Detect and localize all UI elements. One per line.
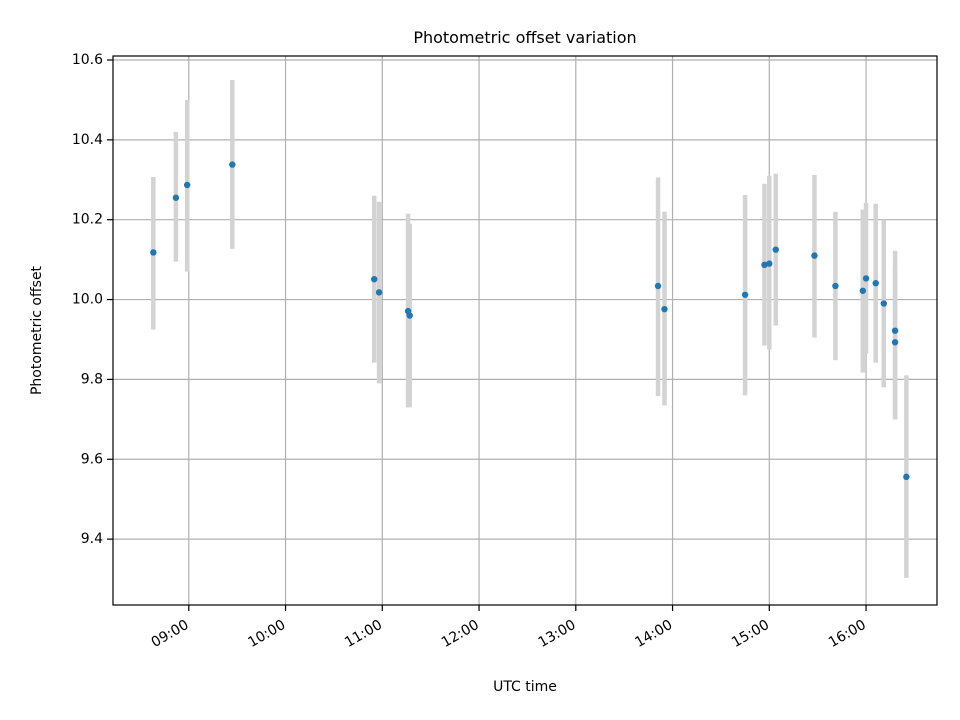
data-point — [880, 300, 887, 307]
plot-frame — [112, 55, 938, 606]
data-point — [150, 249, 157, 256]
y-axis-ticks: 9.4 9.6 9.8 10.0 10.2 10.4 10.6 — [72, 52, 113, 547]
data-point — [891, 339, 899, 346]
data-point — [811, 252, 818, 259]
data-point — [375, 289, 383, 296]
y-tick-label: 10.0 — [72, 292, 103, 308]
data-point — [761, 261, 768, 269]
chart-title: Photometric offset variation — [413, 28, 636, 47]
data-point — [371, 275, 378, 283]
y-tick-label: 9.6 — [81, 451, 103, 467]
y-tick-label: 10.2 — [72, 212, 103, 228]
grid — [113, 56, 937, 605]
y-tick-label: 10.6 — [72, 52, 103, 68]
data-point — [903, 473, 910, 481]
data-point — [654, 282, 662, 290]
data-point — [741, 291, 749, 298]
x-axis-label: UTC time — [493, 679, 557, 695]
y-tick-label: 9.4 — [81, 531, 103, 547]
y-tick-label: 9.8 — [81, 371, 103, 387]
data-point — [859, 287, 867, 294]
data-point — [661, 305, 668, 313]
data-point — [172, 194, 180, 201]
data-point — [183, 181, 191, 189]
data-point — [406, 312, 413, 319]
data-point — [766, 260, 773, 267]
data-points — [150, 161, 910, 481]
data-point — [229, 161, 236, 168]
data-point — [772, 246, 779, 253]
data-point — [832, 282, 839, 290]
data-point — [891, 327, 899, 334]
data-point — [872, 279, 879, 287]
y-tick-label: 10.4 — [72, 132, 103, 148]
data-point — [862, 275, 870, 282]
y-axis-label: Photometric offset — [29, 265, 45, 395]
